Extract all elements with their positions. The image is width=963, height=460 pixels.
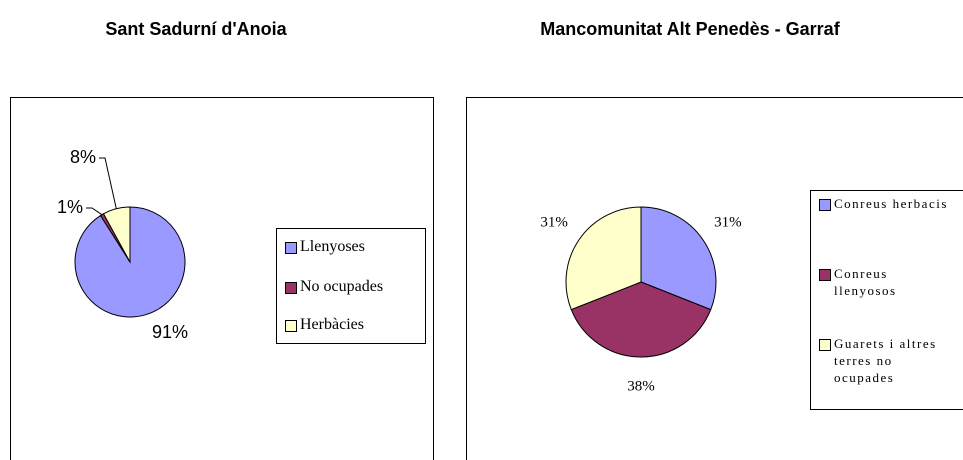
leader-line <box>86 207 103 216</box>
legend-item: Conreus llenyosos <box>819 265 949 299</box>
leader-line <box>99 157 117 209</box>
pie-slice <box>102 206 131 263</box>
chart-title: Mancomunitat Alt Penedès - Garraf <box>540 19 840 39</box>
legend-label: No ocupades <box>300 278 384 295</box>
data-label: 8% <box>70 147 96 167</box>
data-label: 91% <box>152 322 188 342</box>
legend-label: Guarets i altres terres no ocupades <box>834 336 937 385</box>
data-label: 38% <box>627 378 655 394</box>
legend-item: Herbàcies <box>285 315 425 335</box>
pie-slice <box>570 281 712 358</box>
pie-slice <box>565 206 642 311</box>
legend-swatch <box>285 242 297 254</box>
legend-swatch <box>819 338 831 351</box>
data-label: 31% <box>540 214 568 230</box>
legend-swatch <box>819 198 831 211</box>
legend-swatch <box>819 268 831 281</box>
pie-slice <box>640 206 717 311</box>
legend-label: Herbàcies <box>300 316 364 333</box>
legend-item: No ocupades <box>285 277 425 297</box>
data-label: 1% <box>57 197 83 217</box>
data-label: 31% <box>714 214 742 230</box>
chart-title: Sant Sadurní d'Anoia <box>105 19 287 39</box>
legend-item: Conreus herbacis <box>819 195 949 212</box>
legend-item: Guarets i altres terres no ocupades <box>819 335 949 386</box>
legend-label: Conreus herbacis <box>834 196 948 211</box>
legend: Llenyoses No ocupades Herbàcies <box>276 228 426 344</box>
legend-label: Conreus llenyosos <box>834 266 897 298</box>
legend-item: Llenyoses <box>285 237 425 257</box>
legend-swatch <box>285 320 297 332</box>
legend-swatch <box>285 282 297 294</box>
legend: Conreus herbacis Conreus llenyosos Guarets… <box>810 190 963 410</box>
legend-label: Llenyoses <box>300 238 365 255</box>
